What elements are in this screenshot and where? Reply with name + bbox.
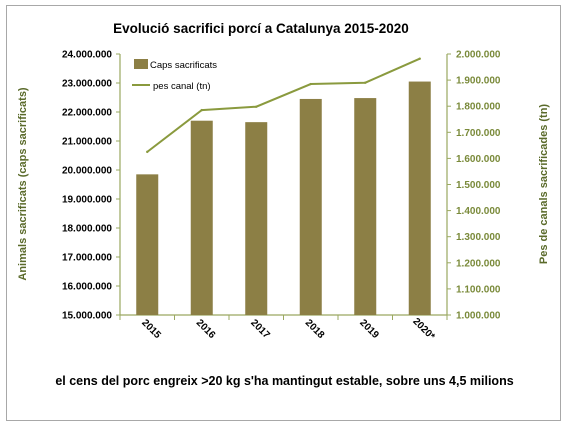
right-tick-label: 1.900.000	[456, 76, 501, 87]
line-point	[200, 108, 203, 112]
legend-line-label: pes canal (tn)	[153, 81, 211, 92]
bar	[299, 98, 322, 315]
right-tick-label: 1.100.000	[456, 284, 501, 295]
x-tick-label: 2015	[139, 317, 163, 341]
chart-frame	[6, 5, 561, 421]
left-tick-label: 24.000.000	[62, 50, 112, 61]
left-axis-title: Animals sacrificats (caps sacrificats)	[17, 87, 29, 281]
left-tick-label: 17.000.000	[62, 253, 112, 264]
x-tick-label: 2018	[303, 317, 327, 341]
line-point	[255, 105, 258, 108]
bars	[136, 81, 431, 316]
x-tick-label: 2016	[194, 317, 218, 341]
chart-title: Evolució sacrifici porcí a Catalunya 201…	[113, 21, 409, 36]
line-point	[146, 150, 149, 154]
left-tick-label: 19.000.000	[62, 195, 112, 206]
x-tick-label: 2020*	[410, 316, 436, 342]
right-tick-label: 1.500.000	[456, 180, 501, 191]
bar	[190, 120, 213, 315]
left-tick-label: 18.000.000	[62, 224, 112, 235]
right-tick-label: 1.300.000	[456, 232, 501, 243]
left-tick-label: 23.000.000	[62, 79, 112, 90]
series-line-pes-canal	[146, 57, 421, 153]
left-tick-label: 21.000.000	[62, 137, 112, 148]
legend-bar-label: Caps sacrificats	[150, 60, 217, 71]
right-tick-label: 1.600.000	[456, 154, 501, 165]
left-tick-label: 20.000.000	[62, 166, 112, 177]
bar	[245, 122, 268, 316]
line-point	[309, 82, 312, 86]
x-tick-label: 2017	[248, 317, 272, 341]
line-point	[364, 81, 367, 84]
right-tick-label: 1.400.000	[456, 206, 501, 217]
right-tick-label: 1.000.000	[456, 311, 501, 322]
right-tick-label: 1.800.000	[456, 102, 501, 113]
left-tick-label: 22.000.000	[62, 108, 112, 119]
left-tick-label: 16.000.000	[62, 282, 112, 293]
legend: Caps sacrificats pes canal (tn)	[132, 59, 217, 92]
line-point	[418, 57, 421, 60]
line-series	[146, 57, 421, 154]
bar	[408, 81, 431, 315]
axes	[116, 53, 451, 320]
right-axis-title: Pes de canals sacrificades (tn)	[538, 104, 550, 265]
bar	[136, 174, 159, 315]
footnote: el cens del porc engreix >20 kg s'ha man…	[55, 374, 514, 388]
tick-labels: 15.000.000 16.000.000 17.000.000 18.000.000…	[62, 50, 501, 343]
legend-bar-swatch	[134, 59, 148, 69]
bar	[354, 98, 377, 315]
right-tick-label: 2.000.000	[456, 50, 501, 61]
right-tick-label: 1.200.000	[456, 258, 501, 269]
x-tick-label: 2019	[357, 317, 381, 341]
right-tick-label: 1.700.000	[456, 128, 501, 139]
left-tick-label: 15.000.000	[62, 311, 112, 322]
